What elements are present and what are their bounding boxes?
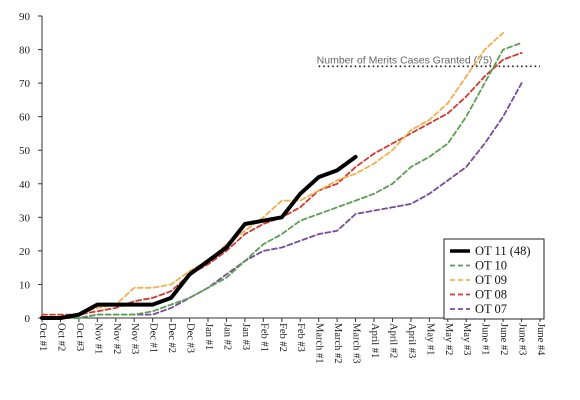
- x-tick-label: Dec #3: [185, 323, 196, 353]
- x-tick-label: Jan #2: [221, 323, 232, 350]
- y-tick-label: 40: [19, 179, 31, 191]
- x-axis: Oct #1 Oct #2 Oct #3 Nov #1 Nov #2 Nov #3 Dec …: [37, 317, 546, 364]
- series-lines: [40, 31, 523, 320]
- series-line-ot-10: [41, 41, 523, 319]
- x-tick-label: April #3: [406, 323, 417, 358]
- x-tick-label: June #3: [517, 323, 528, 355]
- x-tick-label: May #2: [443, 323, 454, 355]
- y-tick-label: 50: [19, 145, 31, 157]
- x-tick-label: Jan #3: [240, 323, 251, 350]
- x-tick-label: Oct #2: [55, 323, 66, 351]
- y-tick-label: 0: [25, 313, 31, 325]
- x-tick-label: June #2: [498, 323, 509, 355]
- reference-line-group: Number of Merits Cases Granted (75): [317, 54, 540, 68]
- x-tick-label: June #4: [535, 323, 546, 356]
- y-tick-label: 30: [19, 212, 31, 224]
- x-tick-label: Feb #3: [295, 323, 306, 352]
- y-tick-label: 80: [19, 45, 31, 57]
- x-tick-label: Nov #3: [129, 323, 140, 354]
- x-tick-label: June #1: [480, 323, 491, 355]
- x-tick-label: Dec #2: [166, 323, 177, 353]
- x-tick-label: April #1: [369, 323, 380, 358]
- series-line-ot-09: [41, 31, 505, 319]
- x-tick-label: Jan #1: [203, 323, 214, 350]
- merits-cases-annotation: Number of Merits Cases Granted (75): [317, 54, 493, 66]
- y-tick-label: 90: [19, 11, 31, 23]
- x-tick-label: Oct #3: [74, 323, 85, 351]
- legend-label: OT 10: [475, 259, 507, 273]
- x-tick-label: May #1: [424, 323, 435, 355]
- x-tick-label: May #3: [461, 323, 472, 355]
- series-line-ot-11-48: [40, 154, 358, 320]
- y-axis: 0 10 20 30 40 50 60 70 80 90: [19, 11, 43, 325]
- x-tick-label: March #2: [332, 323, 343, 364]
- y-tick-label: 10: [19, 279, 31, 291]
- legend-label: OT 09: [475, 273, 507, 287]
- x-tick-label: Nov #2: [111, 323, 122, 354]
- x-tick-label: Feb #1: [258, 323, 269, 352]
- x-tick-label: Feb #2: [277, 323, 288, 352]
- y-tick-label: 60: [19, 112, 31, 124]
- x-tick-label: Dec #1: [148, 323, 159, 353]
- legend-label: OT 11 (48): [475, 244, 531, 258]
- x-tick-label: April #2: [387, 323, 398, 358]
- x-tick-label: March #1: [314, 323, 325, 364]
- x-tick-label: Oct #1: [37, 323, 48, 351]
- legend-label: OT 07: [475, 302, 507, 316]
- x-tick-label: March #3: [351, 323, 362, 364]
- y-tick-label: 20: [19, 246, 31, 258]
- legend-label: OT 08: [475, 288, 507, 302]
- y-tick-label: 70: [19, 78, 31, 90]
- x-tick-label: Nov #1: [92, 323, 103, 354]
